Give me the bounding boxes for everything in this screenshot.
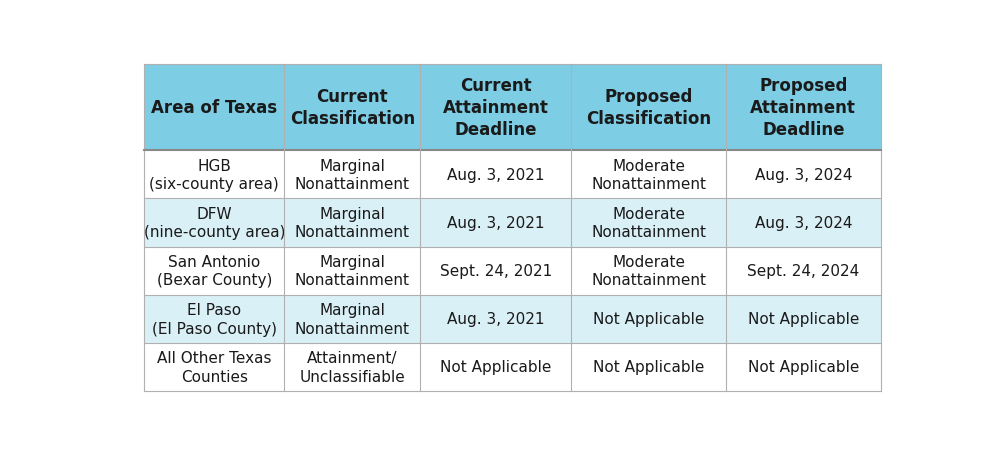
Text: Aug. 3, 2021: Aug. 3, 2021 xyxy=(447,168,545,183)
Text: HGB
(six-county area): HGB (six-county area) xyxy=(149,158,279,192)
Text: Not Applicable: Not Applicable xyxy=(748,359,859,374)
Bar xyxy=(144,247,881,295)
Text: Aug. 3, 2021: Aug. 3, 2021 xyxy=(447,216,545,230)
Text: Aug. 3, 2024: Aug. 3, 2024 xyxy=(755,216,852,230)
Bar xyxy=(144,343,881,391)
Text: Not Applicable: Not Applicable xyxy=(440,359,552,374)
Text: El Paso
(El Paso County): El Paso (El Paso County) xyxy=(152,302,277,336)
Text: Moderate
Nonattainment: Moderate Nonattainment xyxy=(591,206,706,240)
Bar xyxy=(144,64,881,151)
Text: Not Applicable: Not Applicable xyxy=(748,312,859,327)
Text: DFW
(nine-county area): DFW (nine-county area) xyxy=(144,206,285,240)
Text: Proposed
Classification: Proposed Classification xyxy=(586,88,711,128)
Text: San Antonio
(Bexar County): San Antonio (Bexar County) xyxy=(157,254,272,288)
Text: Not Applicable: Not Applicable xyxy=(593,359,704,374)
Text: Area of Texas: Area of Texas xyxy=(151,99,277,117)
Text: All Other Texas
Counties: All Other Texas Counties xyxy=(157,350,272,384)
Bar xyxy=(144,199,881,247)
Bar xyxy=(144,151,881,199)
Text: Marginal
Nonattainment: Marginal Nonattainment xyxy=(295,158,410,192)
Text: Aug. 3, 2021: Aug. 3, 2021 xyxy=(447,312,545,327)
Text: Proposed
Attainment
Deadline: Proposed Attainment Deadline xyxy=(750,77,856,139)
Text: Current
Classification: Current Classification xyxy=(290,88,415,128)
Text: Marginal
Nonattainment: Marginal Nonattainment xyxy=(295,206,410,240)
Text: Marginal
Nonattainment: Marginal Nonattainment xyxy=(295,254,410,288)
Text: Aug. 3, 2024: Aug. 3, 2024 xyxy=(755,168,852,183)
Text: Attainment/
Unclassifiable: Attainment/ Unclassifiable xyxy=(299,350,405,384)
Text: Current
Attainment
Deadline: Current Attainment Deadline xyxy=(443,77,549,139)
Text: Sept. 24, 2021: Sept. 24, 2021 xyxy=(440,263,552,278)
Text: Moderate
Nonattainment: Moderate Nonattainment xyxy=(591,158,706,192)
Bar xyxy=(144,295,881,343)
Text: Moderate
Nonattainment: Moderate Nonattainment xyxy=(591,254,706,288)
Text: Sept. 24, 2024: Sept. 24, 2024 xyxy=(747,263,859,278)
Text: Not Applicable: Not Applicable xyxy=(593,312,704,327)
Text: Marginal
Nonattainment: Marginal Nonattainment xyxy=(295,302,410,336)
